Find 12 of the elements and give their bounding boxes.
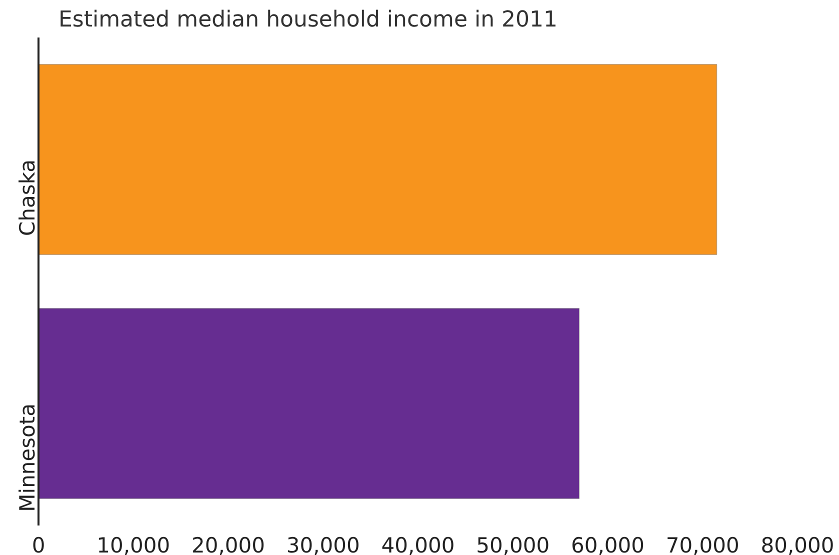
x-tick-label: 70,000 [666,534,740,555]
x-tick-label: 30,000 [286,534,360,555]
chart-title: Estimated median household income in 2011 [58,8,558,32]
y-tick-label: Minnesota [16,403,40,512]
x-tick-label: 20,000 [192,534,265,555]
x-tick-label: 60,000 [571,534,644,555]
x-tick-label: 10,000 [96,534,170,555]
x-tick-label: 40,000 [381,534,455,555]
x-tick-label: 80,000 [760,534,834,555]
x-tick-label: 0 [32,534,46,555]
x-tick-label: 50,000 [476,534,550,555]
y-tick-label: Chaska [16,159,40,236]
